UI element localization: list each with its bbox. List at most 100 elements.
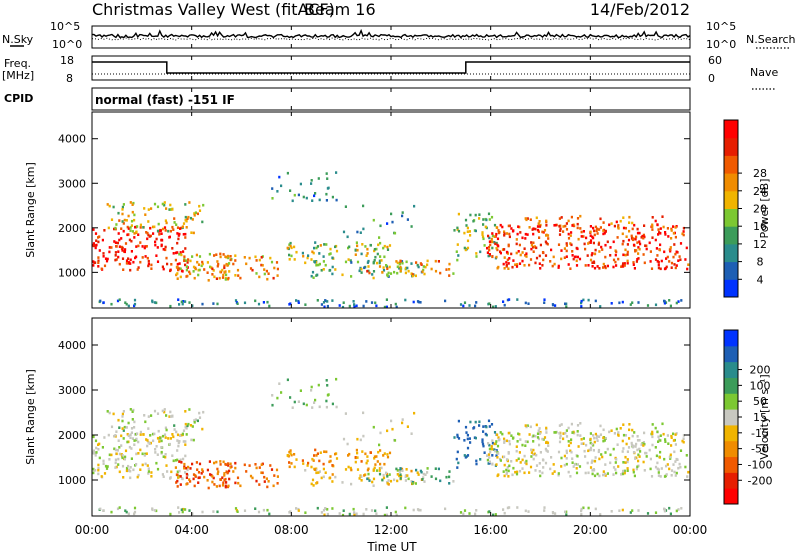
- velocity-cell: [582, 437, 585, 440]
- power-cell: [225, 255, 228, 259]
- power-cell: [557, 243, 561, 246]
- velocity-cell: [508, 464, 511, 468]
- velocity-cell: [591, 442, 594, 446]
- velocity-cell: [139, 433, 142, 436]
- velocity-cell: [310, 385, 313, 389]
- velocity-cell: [385, 506, 388, 509]
- power-cell: [121, 220, 124, 223]
- power-cell: [304, 303, 307, 306]
- velocity-cell: [146, 444, 149, 448]
- velocity-cell: [293, 453, 296, 456]
- velocity-cell: [263, 475, 266, 479]
- velocity-cell: [316, 506, 319, 510]
- velocity-cell: [656, 467, 659, 471]
- velocity-cell: [147, 470, 150, 473]
- power-cell: [114, 241, 117, 244]
- velocity-cell: [523, 471, 526, 475]
- power-cell: [331, 272, 334, 276]
- velocity-cell: [589, 446, 593, 450]
- power-cell: [474, 213, 477, 217]
- velocity-cell: [183, 466, 186, 470]
- velocity-cell: [635, 442, 638, 446]
- velocity-cell: [159, 436, 162, 440]
- velocity-cell: [318, 405, 321, 409]
- velocity-cell: [251, 476, 254, 480]
- power-cell: [569, 267, 572, 270]
- velocity-cell: [313, 468, 317, 471]
- power-cell: [117, 250, 120, 253]
- velocity-cell: [147, 415, 150, 418]
- power-cell: [98, 235, 101, 238]
- power-cell: [144, 255, 147, 258]
- power-cell: [651, 228, 654, 231]
- velocity-cell: [106, 465, 109, 468]
- velocity-cell: [378, 472, 382, 476]
- velocity-colorbar-cell: [724, 424, 738, 442]
- power-cell: [217, 262, 220, 266]
- velocity-cell: [121, 464, 125, 468]
- power-cell: [219, 252, 222, 256]
- power-cell: [401, 214, 404, 218]
- velocity-colorbar-title: Velocity [m s⁻¹]: [758, 374, 771, 459]
- power-cell: [562, 230, 565, 233]
- power-cell: [563, 256, 566, 259]
- power-cell: [559, 229, 562, 232]
- velocity-cell: [176, 458, 179, 462]
- velocity-cell: [507, 475, 510, 478]
- velocity-cell: [325, 450, 328, 454]
- power-cell: [106, 257, 109, 261]
- power-cell: [373, 248, 376, 251]
- power-cell: [448, 262, 451, 266]
- velocity-cell: [488, 425, 491, 428]
- power-cell: [133, 218, 136, 222]
- power-cell: [130, 224, 133, 227]
- power-cell: [185, 259, 188, 262]
- velocity-cell: [236, 476, 240, 480]
- power-cell: [630, 236, 634, 240]
- velocity-cell: [638, 455, 641, 458]
- velocity-cell: [186, 468, 189, 472]
- power-cell: [456, 258, 459, 262]
- power-cell: [551, 264, 554, 268]
- velocity-cell: [216, 510, 219, 514]
- power-cell: [565, 249, 568, 253]
- velocity-cell: [599, 513, 602, 516]
- power-cell: [368, 271, 371, 275]
- power-cell: [524, 217, 527, 220]
- velocity-cell: [571, 457, 574, 460]
- velocity-cell: [622, 423, 625, 426]
- velocity-cell: [261, 471, 264, 475]
- power-cell: [161, 265, 164, 269]
- power-cell: [419, 262, 422, 265]
- power-cell: [464, 218, 468, 222]
- power-cell: [228, 270, 231, 273]
- power-cell: [597, 243, 600, 246]
- power-cell: [567, 263, 570, 266]
- power-cell: [164, 219, 167, 222]
- power-cell: [382, 246, 385, 250]
- velocity-cell: [681, 439, 684, 443]
- power-cell: [626, 250, 629, 254]
- velocity-cell: [178, 469, 181, 473]
- velocity-cell: [367, 467, 370, 471]
- power-cell: [622, 262, 625, 265]
- power-cell: [503, 232, 506, 235]
- power-cell: [310, 258, 313, 261]
- velocity-cell: [129, 436, 132, 439]
- power-cell: [263, 268, 266, 271]
- velocity-cell: [101, 446, 104, 449]
- power-cell: [592, 226, 595, 230]
- velocity-cell: [532, 434, 535, 438]
- velocity-cell: [677, 466, 680, 470]
- power-cell: [603, 265, 607, 268]
- velocity-cell: [516, 506, 519, 509]
- power-cell: [488, 218, 491, 221]
- power-cell: [155, 254, 158, 257]
- velocity-cell: [414, 482, 417, 485]
- power-cell: [479, 250, 482, 254]
- velocity-cell: [624, 434, 627, 437]
- velocity-cell: [518, 433, 521, 436]
- power-cell: [150, 263, 153, 267]
- velocity-cell: [564, 431, 567, 435]
- power-cell: [94, 232, 98, 235]
